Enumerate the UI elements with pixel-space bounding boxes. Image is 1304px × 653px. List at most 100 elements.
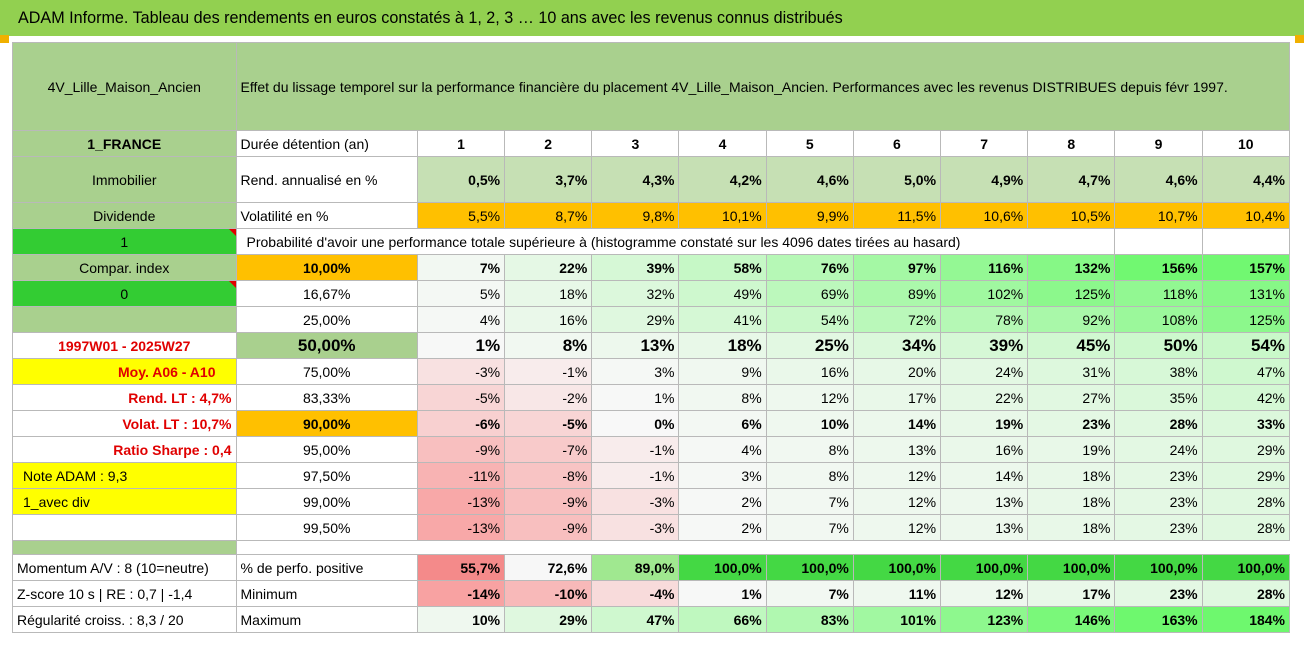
threshold-cell: 75,00% (235, 358, 418, 385)
probability-value: 4% (416, 306, 506, 333)
probability-value: 45% (1027, 332, 1116, 359)
probability-value: 19% (1027, 436, 1116, 463)
annual-return-value: 3,7% (504, 156, 593, 203)
compar-index-cell: Compar. index (12, 254, 237, 281)
separator-cell (12, 540, 237, 555)
threshold-cell: 90,00% (235, 410, 418, 437)
summary-value: 100,0% (852, 554, 942, 581)
summary-value: 101% (852, 606, 942, 633)
probability-value: 16% (504, 306, 593, 333)
volatility-value: 9,9% (765, 202, 854, 229)
summary-side-cell: Régularité croiss. : 8,3 / 20 (12, 606, 237, 633)
probability-row: Compar. index 10,00% 7% 22% 39% 58% 76% 97% 116%… (12, 254, 1291, 281)
rend-lt-cell: Rend. LT : 4,7% (12, 384, 237, 411)
probability-value: -5% (504, 410, 593, 437)
probability-value: 13% (852, 436, 942, 463)
summary-value: 47% (591, 606, 680, 633)
probability-row: 0 16,67% 5% 18% 32% 49% 69% 89% 102% 125% 118% 131% (12, 280, 1291, 307)
summary-side-cell: Z-score 10 s | RE : 0,7 | -1,4 (12, 580, 237, 607)
summary-value: 100,0% (1201, 554, 1291, 581)
probability-value: 41% (678, 306, 767, 333)
probability-value: -13% (416, 514, 506, 541)
threshold-cell: 99,00% (235, 488, 418, 515)
probability-value: 12% (765, 384, 854, 411)
probability-value: -7% (504, 436, 593, 463)
summary-side-cell: Momentum A/V : 8 (10=neutre) (12, 554, 237, 581)
probability-value: 10% (765, 410, 854, 437)
threshold-cell: 95,00% (235, 436, 418, 463)
empty-side-cell (12, 306, 237, 333)
probability-value: 22% (940, 384, 1029, 411)
volatility-value: 10,7% (1114, 202, 1203, 229)
probability-value: -5% (416, 384, 506, 411)
probability-row: 1997W01 - 2025W27 50,00% 1% 8% 13% 18% 25% 34% 3… (12, 332, 1291, 359)
summary-label: % de perfo. positive (235, 554, 418, 581)
probability-value: 8% (504, 332, 593, 359)
vol-label: Volatilité en % (235, 202, 418, 229)
probability-value: 131% (1201, 280, 1291, 307)
probability-value: 58% (678, 254, 767, 281)
probability-value: 18% (1027, 462, 1116, 489)
probability-value: 2% (678, 488, 767, 515)
country-cell: 1_FRANCE (12, 130, 237, 157)
probability-row: 99,50% -13% -9% -3% 2% 7% 12% 13% 18% 23% 28% (12, 514, 1291, 541)
summary-row: Régularité croiss. : 8,3 / 20 Maximum 10% 2… (12, 606, 1291, 633)
probability-value: 19% (940, 410, 1029, 437)
summary-value: 1% (678, 580, 767, 607)
summary-row: Momentum A/V : 8 (10=neutre)% de perfo. … (12, 554, 1291, 581)
volatility-value: 8,7% (504, 202, 593, 229)
sharpe-cell: Ratio Sharpe : 0,4 (12, 436, 237, 463)
probability-value: 50% (1114, 332, 1203, 359)
year-header: 3 (591, 130, 680, 157)
probability-value: 28% (1201, 488, 1291, 515)
duration-label: Durée détention (an) (235, 130, 418, 157)
summary-value: 100,0% (678, 554, 767, 581)
effect-description: Effet du lissage temporel sur la perform… (235, 42, 1290, 131)
threshold-cell: 16,67% (235, 280, 418, 307)
probability-value: 23% (1114, 462, 1203, 489)
probability-value: 29% (1201, 436, 1291, 463)
summary-label: Minimum (235, 580, 418, 607)
probability-value: -11% (416, 462, 506, 489)
probability-value: 76% (765, 254, 854, 281)
probability-value: 89% (852, 280, 942, 307)
probability-value: 29% (591, 306, 680, 333)
probability-value: -8% (504, 462, 593, 489)
probability-value: 1% (591, 384, 680, 411)
annual-return-value: 4,9% (940, 156, 1029, 203)
summary-value: 163% (1114, 606, 1203, 633)
probability-value: 132% (1027, 254, 1116, 281)
probability-value: 108% (1114, 306, 1203, 333)
probability-value: 39% (940, 332, 1029, 359)
probability-value: 14% (940, 462, 1029, 489)
probability-value: 7% (416, 254, 506, 281)
probability-value: -9% (504, 514, 593, 541)
probability-value: 18% (504, 280, 593, 307)
avec-div-cell: 1_avec div (12, 488, 237, 515)
probability-value: -2% (504, 384, 593, 411)
separator-cell (236, 541, 1290, 555)
empty-side-cell (12, 514, 237, 541)
probability-value: 125% (1027, 280, 1116, 307)
probability-value: -13% (416, 488, 506, 515)
probability-row: Rend. LT : 4,7% 83,33% -5% -2% 1% 8% 12% 17% 22%… (12, 384, 1291, 411)
probability-value: 0% (591, 410, 680, 437)
prob-title-row: 1 Probabilité d'avoir une performance to… (12, 228, 1291, 255)
year-header: 10 (1201, 130, 1291, 157)
probability-value: 39% (591, 254, 680, 281)
probability-value: 13% (940, 514, 1029, 541)
summary-value: 83% (765, 606, 854, 633)
probability-value: -1% (591, 462, 680, 489)
type-cell: Dividende (12, 202, 237, 229)
probability-value: 1% (416, 332, 506, 359)
annual-return-value: 5,0% (852, 156, 942, 203)
annual-return-value: 0,5% (416, 156, 506, 203)
probability-value: -9% (416, 436, 506, 463)
probability-value: 29% (1201, 462, 1291, 489)
summary-value: 100,0% (940, 554, 1029, 581)
summary-value: -4% (591, 580, 680, 607)
annual-return-value: 4,7% (1027, 156, 1116, 203)
probability-value: 27% (1027, 384, 1116, 411)
probability-value: 78% (940, 306, 1029, 333)
probability-value: -1% (591, 436, 680, 463)
